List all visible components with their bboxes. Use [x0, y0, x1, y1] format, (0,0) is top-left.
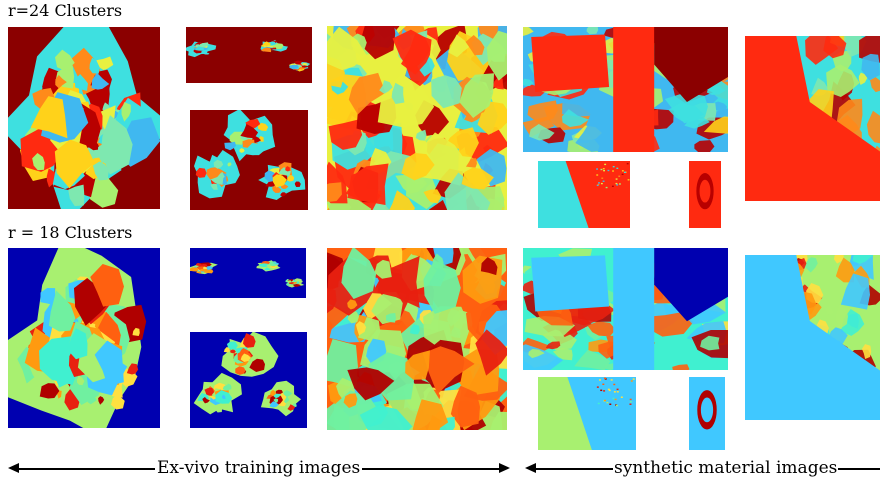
cluster-map-graphic — [8, 27, 160, 209]
r18-synthetic-small-left — [538, 377, 636, 450]
cluster-map-graphic — [523, 27, 728, 152]
r18-exvivo-tissue-small-bottom — [190, 332, 307, 428]
r18-synthetic-large-left — [523, 248, 728, 370]
cluster-map-graphic — [327, 248, 507, 430]
r24-exvivo-tissue-full — [327, 26, 507, 210]
r24-synthetic-small-left — [538, 161, 630, 228]
r18-exvivo-tissue-full — [327, 248, 507, 430]
row-label-r18: r = 18 Clusters — [8, 223, 133, 242]
cluster-map-graphic — [538, 161, 630, 228]
left-arrowhead-icon — [525, 463, 536, 473]
cluster-map-graphic — [327, 26, 507, 210]
synthetic-caption: synthetic material images — [525, 458, 880, 478]
r24-synthetic-small-right — [689, 161, 721, 228]
cluster-map-graphic — [538, 377, 636, 450]
cluster-map-graphic — [186, 27, 312, 83]
r18-exvivo-tissue-small-top — [190, 248, 306, 298]
cluster-map-graphic — [8, 248, 160, 428]
exvivo-caption-text: Ex-vivo training images — [155, 458, 363, 478]
cluster-map-graphic — [745, 36, 880, 201]
right-arrowhead-icon — [499, 463, 510, 473]
r24-synthetic-large-left — [523, 27, 728, 152]
cluster-map-graphic — [523, 248, 728, 370]
row-label-r24: r=24 Clusters — [8, 1, 123, 20]
r24-exvivo-tissue-small-top — [186, 27, 312, 83]
r18-exvivo-tissue-large — [8, 248, 160, 428]
r18-synthetic-small-right — [689, 377, 725, 450]
cluster-map-graphic — [689, 161, 721, 228]
left-arrowhead-icon — [8, 463, 19, 473]
synthetic-caption-text: synthetic material images — [613, 458, 839, 478]
cluster-map-graphic — [190, 332, 307, 428]
r24-exvivo-tissue-small-bottom — [190, 110, 308, 210]
exvivo-caption: Ex-vivo training images — [8, 458, 510, 478]
cluster-map-graphic — [745, 255, 880, 420]
r24-exvivo-tissue-large — [8, 27, 160, 209]
cluster-map-graphic — [190, 110, 308, 210]
r24-synthetic-large-right — [745, 36, 880, 201]
r18-synthetic-large-right — [745, 255, 880, 420]
cluster-map-graphic — [190, 248, 306, 298]
cluster-map-graphic — [689, 377, 725, 450]
